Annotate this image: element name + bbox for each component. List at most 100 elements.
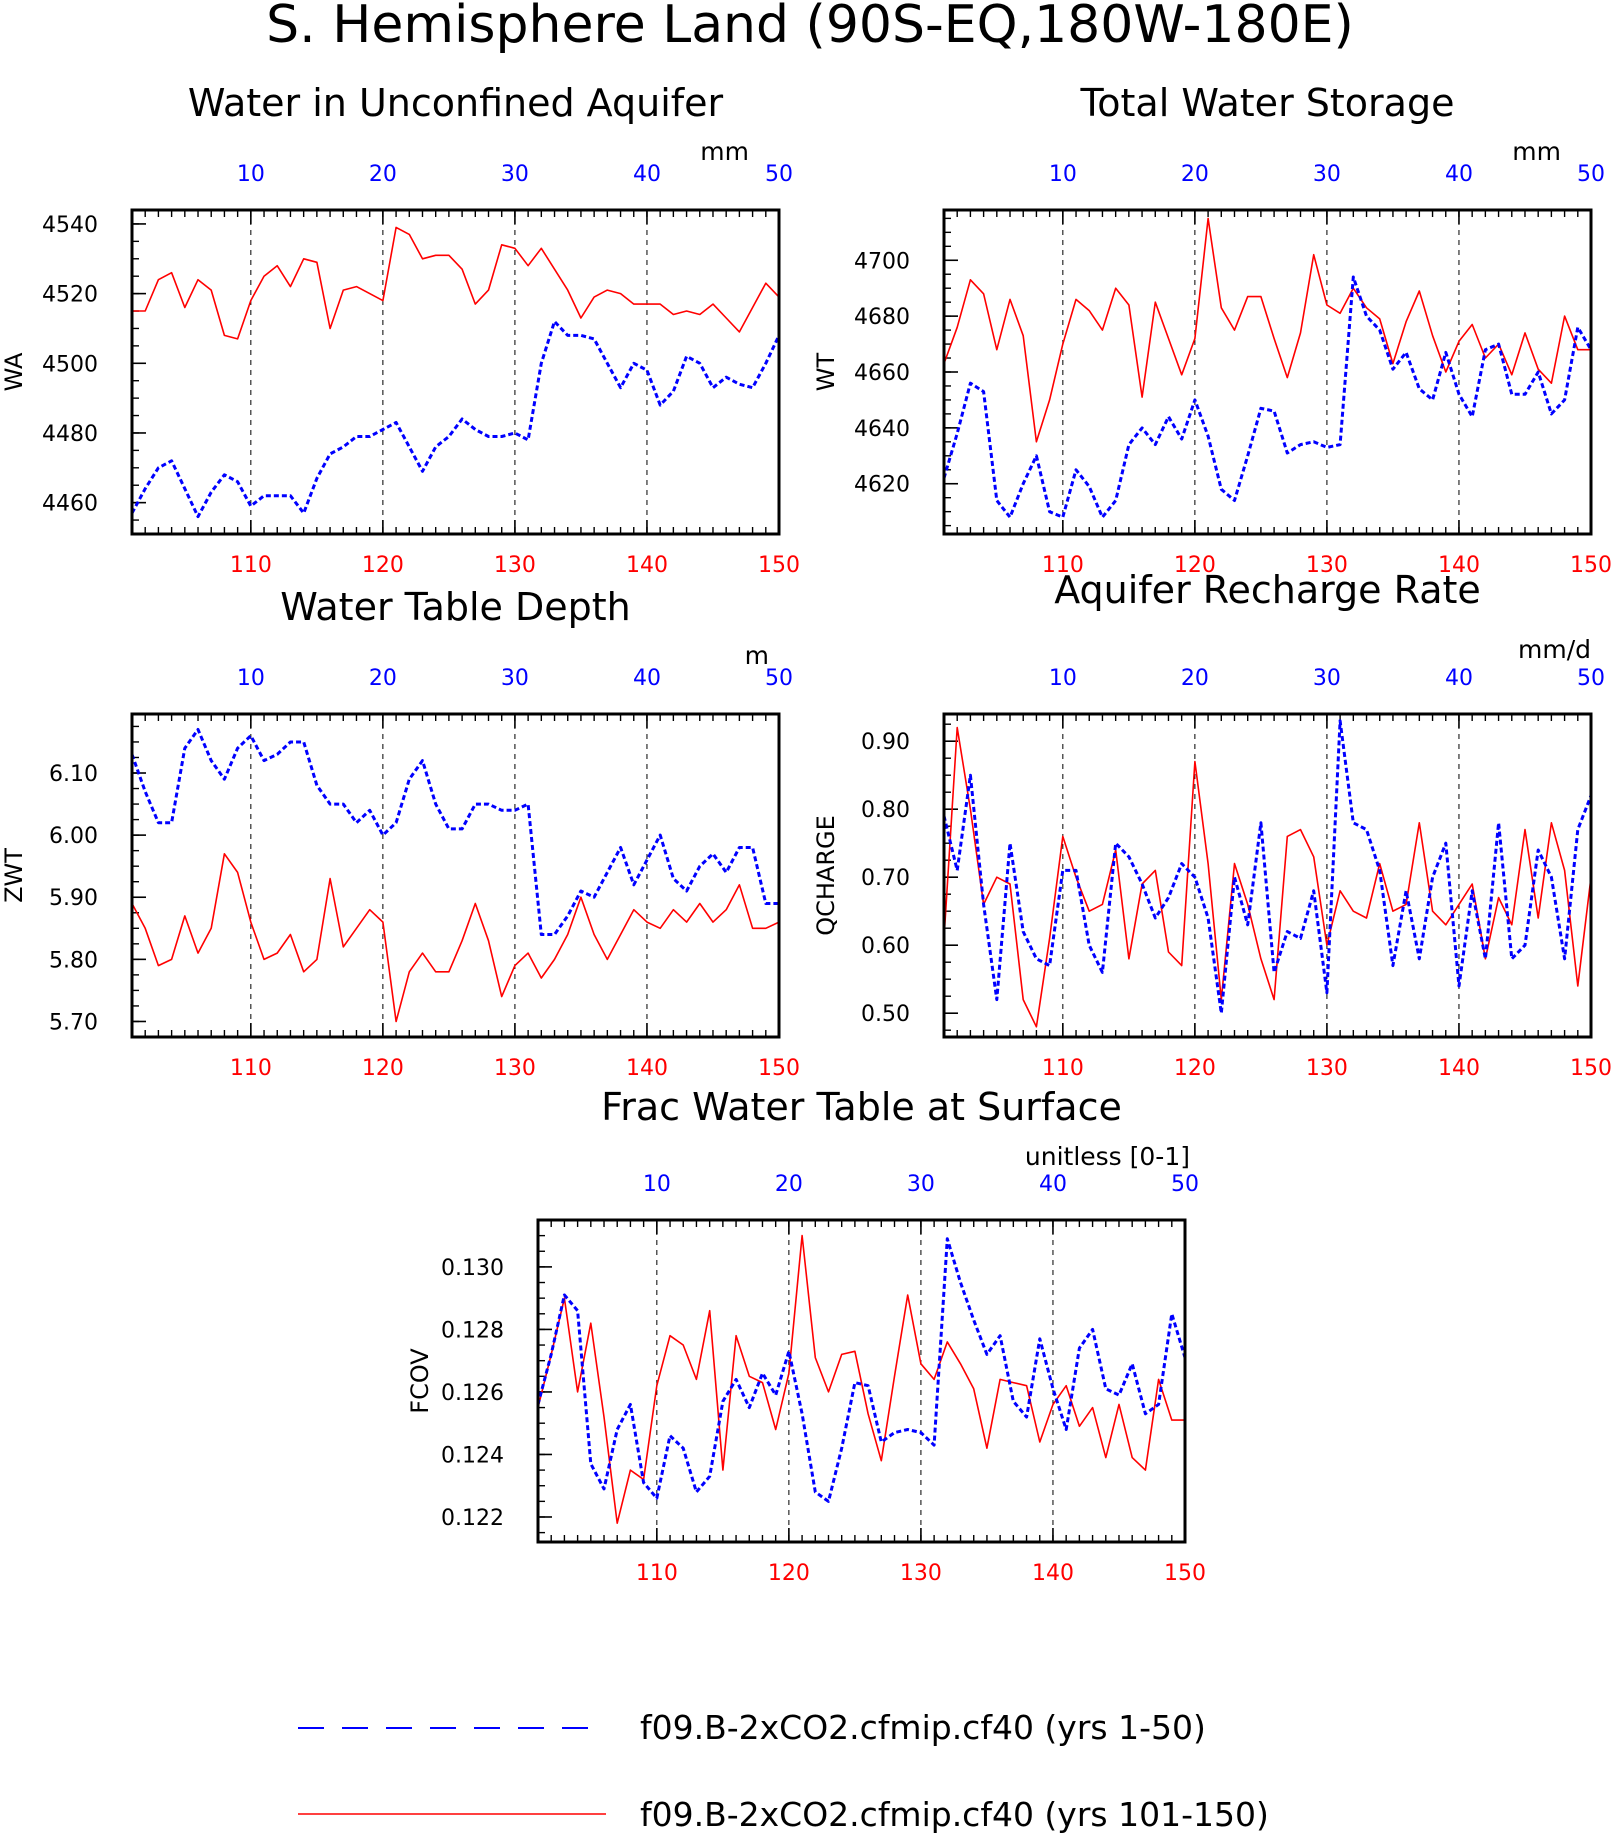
x-top-tick-label: 20 [369, 666, 397, 691]
x-tick-label: 130 [1306, 1056, 1348, 1081]
x-tick-label: 150 [758, 553, 800, 578]
x-top-tick-label: 40 [1039, 1172, 1067, 1197]
panel-title: Frac Water Table at Surface [601, 1085, 1122, 1129]
x-tick-label: 140 [1438, 553, 1480, 578]
series-line-yrs-1-50 [942, 275, 1593, 519]
chart-panel-wt: Total Water Storage mm WT 110 120 130 140 150 10… [812, 81, 1612, 578]
y-tick-label: 5.80 [49, 948, 98, 973]
x-top-tick-label: 40 [633, 162, 661, 187]
y-axis-label: WT [812, 352, 840, 391]
x-tick-label: 140 [1032, 1561, 1074, 1586]
chart-panels: Water in Unconfined Aquifer mm WA 110 120 130… [0, 81, 1612, 1586]
x-top-tick-label: 40 [633, 666, 661, 691]
series-line-yrs-101-150 [943, 217, 1591, 443]
x-top-tick-label: 10 [1049, 666, 1077, 691]
x-tick-label: 130 [1306, 553, 1348, 578]
y-tick-label: 0.70 [861, 866, 910, 891]
x-top-tick-label: 50 [1577, 666, 1605, 691]
y-axis-label: WA [0, 352, 28, 391]
x-top-tick-label: 20 [775, 1172, 803, 1197]
y-tick-label: 4640 [854, 417, 910, 442]
x-tick-label: 150 [1164, 1561, 1206, 1586]
x-tick-label: 130 [494, 1056, 536, 1081]
x-tick-label: 110 [1042, 1056, 1084, 1081]
y-tick-label: 4620 [854, 473, 910, 498]
y-tick-label: 4700 [854, 249, 910, 274]
y-tick-label: 0.128 [441, 1318, 504, 1343]
panel-title: Aquifer Recharge Rate [1054, 568, 1481, 612]
x-top-tick-label: 30 [501, 162, 529, 187]
y-tick-label: 0.80 [861, 798, 910, 823]
y-tick-label: 4680 [854, 305, 910, 330]
panel-title: Total Water Storage [1080, 81, 1455, 125]
x-top-tick-label: 20 [1181, 666, 1209, 691]
x-top-tick-label: 40 [1445, 666, 1473, 691]
y-tick-label: 0.60 [861, 934, 910, 959]
y-tick-label: 6.00 [49, 824, 98, 849]
x-tick-label: 140 [626, 1056, 668, 1081]
x-top-tick-label: 30 [1313, 162, 1341, 187]
panel-title: Water in Unconfined Aquifer [188, 81, 724, 125]
y-axis-label: FCOV [406, 1348, 434, 1414]
x-top-tick-label: 50 [765, 666, 793, 691]
series-line-yrs-1-50 [942, 719, 1593, 1015]
x-tick-label: 120 [1174, 1056, 1216, 1081]
series-line-yrs-101-150 [537, 1234, 1185, 1524]
plot-frame [130, 208, 781, 536]
y-tick-label: 4660 [854, 361, 910, 386]
series-line-yrs-101-150 [132, 226, 780, 340]
panel-title: Water Table Depth [280, 585, 631, 629]
x-top-tick-label: 10 [237, 162, 265, 187]
x-tick-label: 140 [626, 553, 668, 578]
x-top-tick-label: 50 [1577, 162, 1605, 187]
legend-label-yrs-101-150: f09.B-2xCO2.cfmip.cf40 (yrs 101-150) [640, 1795, 1269, 1834]
plot-frame [130, 712, 781, 1039]
series-line-yrs-1-50 [536, 1237, 1187, 1503]
panel-units-label: mm [1512, 137, 1561, 166]
x-tick-label: 110 [230, 1056, 272, 1081]
legend: f09.B-2xCO2.cfmip.cf40 (yrs 1-50) f09.B-… [298, 1708, 1269, 1834]
y-axis-label: ZWT [0, 848, 28, 903]
x-tick-label: 150 [758, 1056, 800, 1081]
x-tick-label: 120 [768, 1561, 810, 1586]
chart-panel-qcharge: Aquifer Recharge Rate mm/d QCHARGE 110 120 13… [812, 568, 1612, 1081]
x-tick-label: 150 [1570, 1056, 1612, 1081]
x-top-tick-label: 10 [1049, 162, 1077, 187]
x-tick-label: 130 [494, 553, 536, 578]
y-tick-label: 4500 [42, 352, 98, 377]
y-tick-label: 0.50 [861, 1002, 910, 1027]
plot-frame [942, 208, 1593, 536]
y-axis-label: QCHARGE [812, 815, 840, 936]
x-top-tick-label: 50 [1171, 1172, 1199, 1197]
x-top-tick-label: 30 [501, 666, 529, 691]
legend-label-yrs-1-50: f09.B-2xCO2.cfmip.cf40 (yrs 1-50) [640, 1708, 1206, 1747]
y-tick-label: 4480 [42, 422, 98, 447]
x-tick-label: 120 [362, 1056, 404, 1081]
plot-frame [942, 712, 1593, 1039]
y-tick-label: 5.90 [49, 886, 98, 911]
x-tick-label: 110 [1042, 553, 1084, 578]
panel-units-label: m [745, 641, 769, 670]
x-top-tick-label: 20 [369, 162, 397, 187]
chart-panel-zwt: Water Table Depth m ZWT 110 120 130 140 150 10 20… [0, 585, 800, 1081]
x-top-tick-label: 10 [643, 1172, 671, 1197]
panel-units-label: mm/d [1518, 635, 1591, 664]
x-top-tick-label: 30 [1313, 666, 1341, 691]
y-tick-label: 0.130 [441, 1256, 504, 1281]
y-tick-label: 4540 [42, 213, 98, 238]
y-tick-label: 0.90 [861, 730, 910, 755]
series-line-yrs-1-50 [130, 320, 781, 519]
chart-panel-fcov: Frac Water Table at Surface unitless [0-1… [406, 1085, 1206, 1586]
plot-frame [536, 1218, 1187, 1544]
y-tick-label: 0.122 [441, 1506, 504, 1531]
x-tick-label: 120 [362, 553, 404, 578]
x-tick-label: 150 [1570, 553, 1612, 578]
y-tick-label: 6.10 [49, 762, 98, 787]
series-line-yrs-101-150 [131, 852, 780, 1023]
y-tick-label: 4520 [42, 283, 98, 308]
x-tick-label: 140 [1438, 1056, 1480, 1081]
x-top-tick-label: 50 [765, 162, 793, 187]
panel-units-label: mm [700, 137, 749, 166]
x-tick-label: 110 [230, 553, 272, 578]
